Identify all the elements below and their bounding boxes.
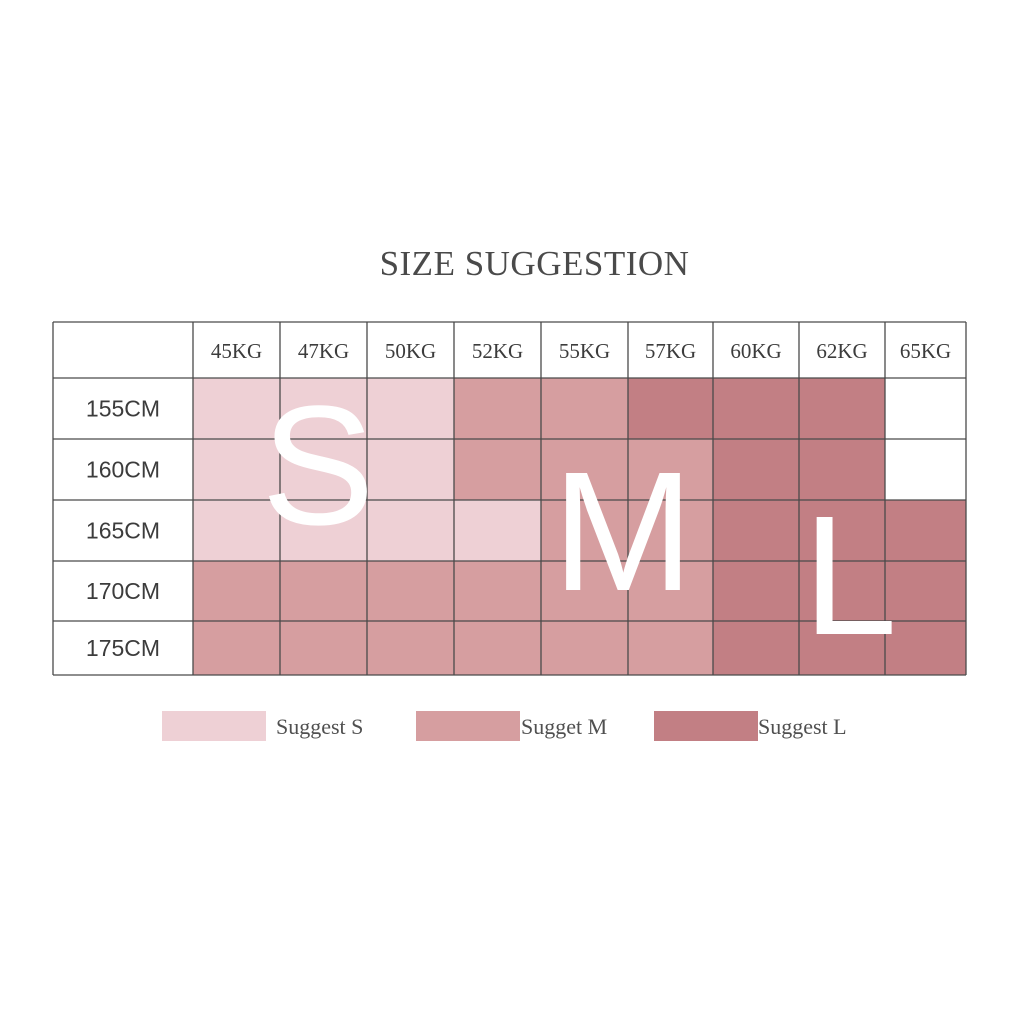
row-header: 155CM: [86, 396, 160, 422]
table-cell: [628, 378, 713, 439]
column-header: 47KG: [298, 339, 349, 363]
table-cell: [193, 500, 280, 561]
table-cell: [367, 621, 454, 675]
table-cell: [885, 621, 966, 675]
table-cell: [193, 621, 280, 675]
table-cell: [885, 378, 966, 439]
table-cell: [799, 500, 885, 561]
legend-swatch-m: [416, 711, 520, 741]
table-cell: [367, 500, 454, 561]
column-header: 60KG: [730, 339, 781, 363]
table-cell: [713, 378, 799, 439]
legend-label-s: Suggest S: [276, 714, 364, 739]
table-cell: [541, 561, 628, 621]
table-cell: [280, 621, 367, 675]
chart-title: SIZE SUGGESTION: [379, 244, 690, 283]
column-header: 45KG: [211, 339, 262, 363]
table-cell: [193, 561, 280, 621]
table-cell: [367, 378, 454, 439]
column-header: 50KG: [385, 339, 436, 363]
row-header: 170CM: [86, 578, 160, 604]
table-cell: [280, 378, 367, 439]
column-header: 55KG: [559, 339, 610, 363]
row-header: 165CM: [86, 518, 160, 544]
table-cell: [628, 439, 713, 500]
table-cell: [628, 500, 713, 561]
table-cell: [541, 621, 628, 675]
table-cell: [799, 621, 885, 675]
table-cell: [454, 621, 541, 675]
size-letter-m: M: [552, 437, 694, 627]
legend-swatch-s: [162, 711, 266, 741]
table-grid: [52, 321, 967, 676]
table-cell: [454, 439, 541, 500]
column-header: 65KG: [900, 339, 951, 363]
table-cell: [541, 378, 628, 439]
column-header: 52KG: [472, 339, 523, 363]
table-cell: [799, 378, 885, 439]
legend-label-m: Sugget M: [521, 714, 608, 739]
row-header: 175CM: [86, 635, 160, 661]
table-cell: [885, 439, 966, 500]
table-cell: [885, 561, 966, 621]
table-cell: [454, 378, 541, 439]
table-cell: [280, 561, 367, 621]
table-cell: [713, 439, 799, 500]
size-letter-l: L: [803, 481, 898, 671]
table-cell: [713, 621, 799, 675]
column-header: 62KG: [816, 339, 867, 363]
table-cell: [454, 561, 541, 621]
table-cell: [541, 439, 628, 500]
table-cell: [280, 439, 367, 500]
table-cell: [713, 500, 799, 561]
legend-swatch-l: [654, 711, 758, 741]
table-cell: [454, 500, 541, 561]
table-cell: [367, 439, 454, 500]
table-cell: [367, 561, 454, 621]
row-header: 160CM: [86, 457, 160, 483]
table-cell: [799, 561, 885, 621]
table-cell: [193, 439, 280, 500]
legend-label-l: Suggest L: [758, 714, 847, 739]
column-header: 57KG: [645, 339, 696, 363]
table-cell: [628, 621, 713, 675]
table-cell: [193, 378, 280, 439]
table-cell: [713, 561, 799, 621]
table-cell: [799, 439, 885, 500]
table-cell: [541, 500, 628, 561]
table-cell: [280, 500, 367, 561]
table-cell: [885, 500, 966, 561]
table-cell: [628, 561, 713, 621]
size-letter-s: S: [261, 371, 374, 561]
